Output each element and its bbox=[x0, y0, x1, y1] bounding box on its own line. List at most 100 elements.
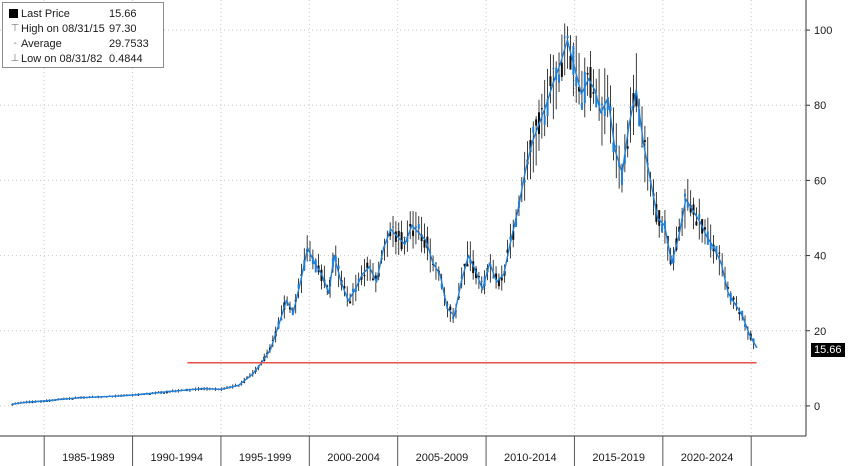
series-point-80 bbox=[720, 262, 723, 265]
series-point-60 bbox=[580, 93, 583, 95]
series-point-53 bbox=[531, 141, 533, 144]
candle-body-227 bbox=[661, 223, 664, 232]
series-point-31 bbox=[375, 280, 378, 283]
series-point-56 bbox=[552, 81, 555, 84]
series-point-69 bbox=[642, 141, 645, 144]
candle-body-257 bbox=[746, 332, 749, 334]
y-tick-label-5: 100 bbox=[814, 25, 832, 37]
series-point-68 bbox=[635, 89, 638, 92]
candle-body-216 bbox=[629, 106, 632, 109]
last-price-badge: 15.66 bbox=[811, 343, 845, 357]
candle-body-154 bbox=[452, 316, 455, 319]
series-point-75 bbox=[684, 198, 687, 201]
candle-body-179 bbox=[523, 179, 526, 183]
candle-body-170 bbox=[497, 279, 500, 287]
candle-body-191 bbox=[558, 74, 561, 83]
series-point-49 bbox=[502, 273, 505, 276]
candle-body-239 bbox=[695, 221, 698, 226]
x-axis-ticks: 1985-1989 1990-1994 1995-1999 2000-2004 2005… bbox=[43, 436, 752, 466]
series-point-41 bbox=[446, 307, 449, 310]
candle-body-246 bbox=[715, 245, 718, 255]
candle-body-173 bbox=[506, 249, 509, 253]
series-point-48 bbox=[495, 280, 498, 283]
y-tick-label-0: 0 bbox=[814, 401, 820, 413]
legend-average-value: 29.7533 bbox=[109, 37, 149, 50]
candle-body-138 bbox=[406, 236, 409, 243]
candle-body-80 bbox=[240, 383, 243, 385]
candle-body-169 bbox=[495, 273, 498, 280]
candle-body-175 bbox=[512, 230, 515, 240]
series-point-25 bbox=[333, 254, 335, 257]
series-point-7 bbox=[131, 394, 134, 396]
series-point-40 bbox=[439, 273, 442, 276]
candle-body-174 bbox=[509, 236, 512, 240]
candle-body-182 bbox=[532, 126, 535, 133]
candle-body-195 bbox=[569, 55, 572, 70]
series-point-10 bbox=[184, 389, 187, 392]
series-point-74 bbox=[677, 235, 680, 238]
series-point-57 bbox=[559, 62, 562, 65]
candle-body-247 bbox=[718, 252, 721, 254]
candle-body-211 bbox=[615, 145, 618, 148]
series-point-70 bbox=[649, 179, 652, 182]
candle-body-8 bbox=[34, 401, 37, 403]
series-point-8 bbox=[149, 392, 152, 395]
candle-body-168 bbox=[492, 277, 495, 279]
series-point-44 bbox=[467, 254, 470, 257]
candle-body-193 bbox=[563, 36, 566, 38]
candle-body-131 bbox=[386, 241, 389, 243]
candle-body-159 bbox=[466, 264, 469, 267]
candle-body-238 bbox=[692, 204, 695, 215]
candle-body-244 bbox=[709, 242, 712, 250]
series-point-14 bbox=[251, 373, 254, 375]
series-point-13 bbox=[237, 384, 240, 387]
average-marker-icon: - bbox=[13, 38, 17, 49]
series-point-66 bbox=[621, 171, 624, 174]
candle-body-192 bbox=[560, 62, 563, 77]
series-point-39 bbox=[432, 262, 434, 265]
candles bbox=[11, 23, 755, 406]
candle-body-143 bbox=[420, 234, 423, 242]
series-point-63 bbox=[600, 111, 602, 114]
y-axis-ticks: 0 20 40 60 80 100 bbox=[806, 25, 832, 413]
series-point-73 bbox=[670, 262, 673, 265]
series-point-33 bbox=[389, 228, 392, 231]
candle-body-57 bbox=[174, 391, 177, 393]
candle-body-126 bbox=[371, 278, 374, 280]
series-point-52 bbox=[524, 171, 526, 174]
series-point-81 bbox=[727, 292, 730, 295]
candle-body-10 bbox=[39, 401, 42, 403]
candle-body-188 bbox=[549, 76, 552, 86]
candle-body-208 bbox=[606, 101, 609, 111]
series-point-58 bbox=[566, 39, 569, 42]
candle-body-134 bbox=[394, 231, 397, 242]
gridlines bbox=[0, 0, 806, 436]
candle-body-242 bbox=[703, 227, 706, 230]
candle-body-141 bbox=[414, 226, 417, 228]
x-tick-label-5: 2010-2014 bbox=[504, 452, 557, 464]
legend-low-label: Low on 08/31/82 bbox=[21, 52, 103, 65]
x-tick-label-7: 2020-2024 bbox=[681, 452, 734, 464]
candle-body-135 bbox=[397, 230, 400, 237]
series-point-22 bbox=[313, 262, 316, 265]
series-point-36 bbox=[410, 224, 413, 227]
candle-body-139 bbox=[409, 223, 412, 227]
candle-body-62 bbox=[188, 390, 191, 392]
series-line-path bbox=[12, 39, 758, 405]
candle-body-97 bbox=[288, 306, 291, 310]
series-point-78 bbox=[706, 235, 708, 238]
candle-body-164 bbox=[480, 280, 483, 282]
candle-body-187 bbox=[546, 99, 549, 117]
candle-body-148 bbox=[434, 262, 437, 264]
candle-body-133 bbox=[392, 226, 395, 228]
series-point-82 bbox=[734, 303, 737, 306]
series-point-45 bbox=[474, 269, 477, 272]
candle-body-123 bbox=[363, 275, 366, 277]
candle-body-237 bbox=[689, 205, 692, 213]
x-tick-label-3: 2000-2004 bbox=[327, 452, 380, 464]
series-point-84 bbox=[748, 333, 751, 336]
series-point-51 bbox=[516, 209, 519, 212]
candle-body-213 bbox=[620, 171, 623, 185]
candle-body-204 bbox=[595, 95, 598, 108]
candle-body-158 bbox=[463, 263, 466, 266]
